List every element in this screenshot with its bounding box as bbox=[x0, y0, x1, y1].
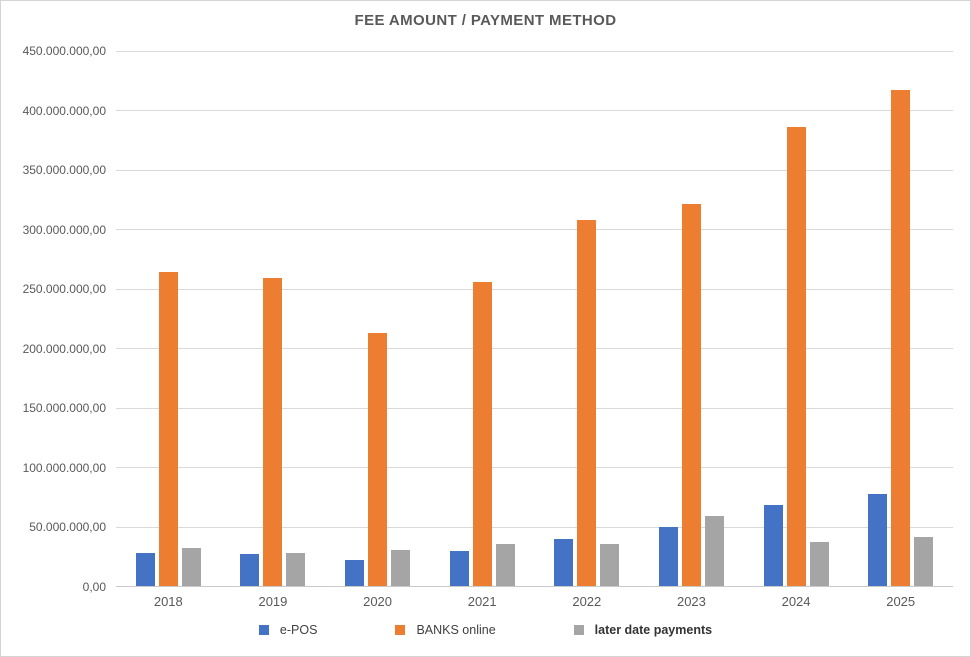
legend-item-e-pos: e-POS bbox=[258, 623, 318, 637]
y-axis-tick-label: 400.000.000,00 bbox=[22, 103, 106, 118]
bar-2024-later-date-payments bbox=[809, 542, 829, 587]
bar-2022-e-pos bbox=[554, 539, 574, 587]
legend-item-later-date-payments: later date payments bbox=[573, 623, 713, 637]
bar-group-2019 bbox=[221, 51, 326, 587]
bar-2024-banks-online bbox=[786, 127, 806, 587]
bar-group-2021 bbox=[430, 51, 535, 587]
bar-2021-e-pos bbox=[449, 551, 469, 587]
bar-group-2022 bbox=[535, 51, 640, 587]
bar-2023-later-date-payments bbox=[704, 516, 724, 587]
bar-2025-later-date-payments bbox=[914, 537, 934, 587]
bar-2019-e-pos bbox=[240, 554, 260, 587]
x-axis-category-label: 2023 bbox=[676, 594, 706, 609]
bar-2019-banks-online bbox=[263, 277, 283, 587]
x-axis-category-label: 2024 bbox=[781, 594, 811, 609]
bar-group-2020 bbox=[325, 51, 430, 587]
x-axis-category-label: 2022 bbox=[572, 594, 602, 609]
y-axis-tick-label: 350.000.000,00 bbox=[22, 163, 106, 178]
legend-label: later date payments bbox=[594, 623, 713, 637]
bar-2022-later-date-payments bbox=[600, 543, 620, 587]
bar-2025-e-pos bbox=[868, 494, 888, 587]
y-axis-tick-label: 200.000.000,00 bbox=[22, 341, 106, 356]
y-axis-tick-label: 100.000.000,00 bbox=[22, 460, 106, 475]
gridline bbox=[116, 50, 953, 52]
legend-label: e-POS bbox=[279, 623, 318, 637]
legend-item-banks-online: BANKS online bbox=[395, 623, 496, 637]
gridline bbox=[116, 407, 953, 409]
bar-group-2025 bbox=[848, 51, 953, 587]
bar-2025-banks-online bbox=[891, 89, 911, 587]
bar-2021-later-date-payments bbox=[495, 544, 515, 587]
y-axis-tick-label: 450.000.000,00 bbox=[22, 44, 106, 58]
bar-2023-banks-online bbox=[681, 204, 701, 587]
bar-2020-banks-online bbox=[368, 332, 388, 587]
legend-marker bbox=[258, 625, 269, 635]
y-axis-tick-label: 50.000.000,00 bbox=[29, 520, 106, 535]
bar-2020-e-pos bbox=[345, 560, 365, 587]
legend-label: BANKS online bbox=[416, 623, 496, 637]
bar-2019-later-date-payments bbox=[286, 552, 306, 587]
gridline bbox=[116, 467, 953, 469]
bar-2023-e-pos bbox=[658, 527, 678, 587]
gridline bbox=[116, 169, 953, 171]
bar-2020-later-date-payments bbox=[391, 550, 411, 587]
bar-group-2024 bbox=[744, 51, 849, 587]
bars-layer bbox=[116, 51, 953, 587]
legend: e-POS BANKS online later date payments bbox=[1, 623, 970, 637]
legend-marker bbox=[573, 625, 584, 635]
gridline bbox=[116, 288, 953, 290]
y-axis-tick-label: 150.000.000,00 bbox=[22, 401, 106, 416]
x-axis-category-label: 2020 bbox=[363, 594, 393, 609]
gridline bbox=[116, 348, 953, 350]
bar-2021-banks-online bbox=[472, 281, 492, 587]
x-axis-category-label: 2025 bbox=[886, 594, 916, 609]
bar-2022-banks-online bbox=[577, 219, 597, 587]
bar-2018-later-date-payments bbox=[181, 547, 201, 587]
x-axis-category-label: 2021 bbox=[467, 594, 497, 609]
y-axis-tick-label: 300.000.000,00 bbox=[22, 222, 106, 237]
bar-group-2023 bbox=[639, 51, 744, 587]
bar-2024-e-pos bbox=[763, 505, 783, 587]
gridline bbox=[116, 110, 953, 112]
y-axis-tick-label: 0,00 bbox=[82, 580, 106, 594]
x-axis-category-label: 2019 bbox=[258, 594, 288, 609]
chart-title: FEE AMOUNT / PAYMENT METHOD bbox=[354, 12, 617, 29]
gridline bbox=[116, 526, 953, 528]
bar-group-2018 bbox=[116, 51, 221, 587]
x-axis-line bbox=[116, 586, 953, 587]
y-axis-tick-label: 250.000.000,00 bbox=[22, 282, 106, 297]
bar-2018-banks-online bbox=[158, 272, 178, 587]
gridline bbox=[116, 229, 953, 231]
x-axis-category-label: 2018 bbox=[153, 594, 183, 609]
bar-2018-e-pos bbox=[135, 553, 155, 587]
legend-marker bbox=[395, 625, 406, 635]
plot-area bbox=[116, 50, 953, 587]
